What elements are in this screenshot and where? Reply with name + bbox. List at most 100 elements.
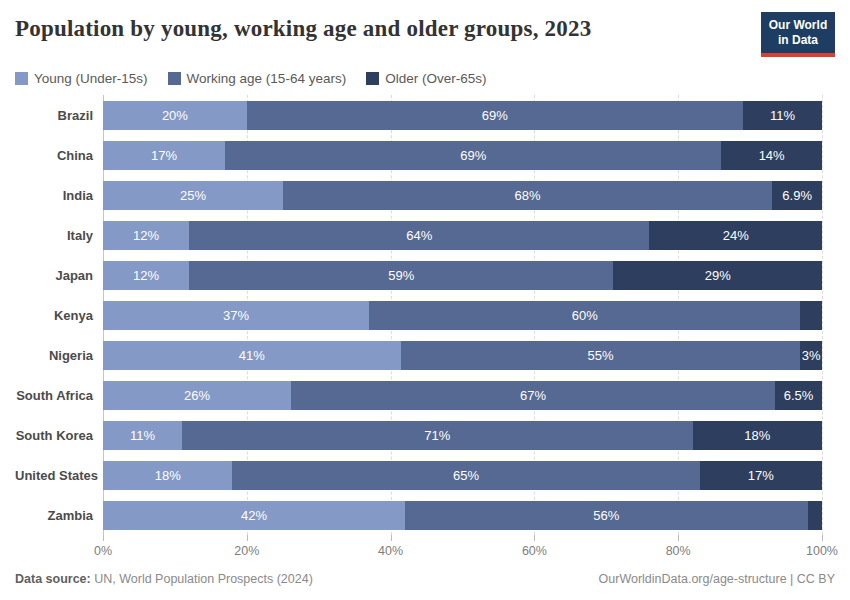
page-title: Population by young, working age and old… <box>15 16 591 42</box>
axis-tick <box>391 535 392 541</box>
segment-older[interactable]: 17% <box>700 461 822 490</box>
segment-young[interactable]: 37% <box>103 301 369 330</box>
segment-value-label: 18% <box>155 468 181 483</box>
legend-swatch-young <box>15 72 28 85</box>
chart-row: South Korea 11% 71% 18% <box>15 415 835 455</box>
segment-value-label: 37% <box>223 308 249 323</box>
axis-tick-label: 100% <box>806 544 838 558</box>
segment-young[interactable]: 12% <box>103 261 189 290</box>
segment-value-label: 12% <box>133 268 159 283</box>
segment-working[interactable]: 68% <box>283 181 772 210</box>
segment-value-label: 59% <box>388 268 414 283</box>
stacked-bar[interactable]: 26%67%6.5% <box>103 381 822 410</box>
segment-older[interactable]: 18% <box>693 421 822 450</box>
row-label: South Korea <box>15 428 103 443</box>
segment-older[interactable] <box>800 301 822 330</box>
legend-item-working[interactable]: Working age (15-64 years) <box>168 71 347 86</box>
segment-value-label: 6.9% <box>782 188 812 203</box>
segment-value-label: 11% <box>770 108 795 123</box>
axis-tick <box>103 535 104 541</box>
stacked-bar[interactable]: 37% 60% <box>103 301 822 330</box>
data-source-text: UN, World Population Prospects (2024) <box>91 572 313 586</box>
segment-working[interactable]: 69% <box>247 101 743 130</box>
legend: Young (Under-15s) Working age (15-64 yea… <box>15 71 835 86</box>
segment-young[interactable]: 17% <box>103 141 225 170</box>
chart-row: India25%68%6.9% <box>15 175 835 215</box>
segment-value-label: 69% <box>482 108 508 123</box>
stacked-bar[interactable]: 42% 56% <box>103 501 822 530</box>
segment-young[interactable]: 25% <box>103 181 283 210</box>
segment-young[interactable]: 11% <box>103 421 182 450</box>
row-label: Brazil <box>15 108 103 123</box>
row-label: Kenya <box>15 308 103 323</box>
data-source-note: Data source: UN, World Population Prospe… <box>15 572 313 586</box>
segment-young[interactable]: 20% <box>103 101 247 130</box>
legend-item-older[interactable]: Older (Over-65s) <box>366 71 486 86</box>
legend-item-young[interactable]: Young (Under-15s) <box>15 71 148 86</box>
chart-row: Italy12%64%24% <box>15 215 835 255</box>
segment-value-label: 25% <box>180 188 206 203</box>
segment-older[interactable]: 29% <box>613 261 822 290</box>
chart-row: China 17% 69% 14% <box>15 135 835 175</box>
segment-value-label: 29% <box>705 268 731 283</box>
chart-row: Brazil 20% 69% 11% <box>15 95 835 135</box>
segment-older[interactable]: 24% <box>649 221 822 250</box>
segment-young[interactable]: 12% <box>103 221 189 250</box>
legend-swatch-older <box>366 72 379 85</box>
segment-value-label: 3% <box>802 348 821 363</box>
segment-older[interactable]: 11% <box>743 101 822 130</box>
credit-link[interactable]: OurWorldinData.org/age-structure | CC BY <box>599 572 835 586</box>
header: Population by young, working age and old… <box>15 0 835 57</box>
segment-working[interactable]: 71% <box>182 421 692 450</box>
segment-young[interactable]: 42% <box>103 501 405 530</box>
segment-value-label: 56% <box>593 508 619 523</box>
segment-older[interactable]: 3% <box>800 341 822 370</box>
chart-page: Population by young, working age and old… <box>0 0 850 600</box>
axis-tick <box>247 535 248 541</box>
stacked-bar[interactable]: 12% 59% 29% <box>103 261 822 290</box>
segment-value-label: 12% <box>133 228 159 243</box>
legend-label-young: Young (Under-15s) <box>34 71 148 86</box>
segment-working[interactable]: 65% <box>232 461 699 490</box>
axis-tick <box>678 535 679 541</box>
segment-value-label: 71% <box>424 428 450 443</box>
chart-row: Kenya 37% 60% <box>15 295 835 335</box>
segment-value-label: 17% <box>748 468 774 483</box>
stacked-bar[interactable]: 12% 64%24% <box>103 221 822 250</box>
legend-label-working: Working age (15-64 years) <box>187 71 347 86</box>
chart-row: South Africa26%67%6.5% <box>15 375 835 415</box>
row-label: Japan <box>15 268 103 283</box>
segment-older[interactable]: 6.9% <box>772 181 822 210</box>
segment-older[interactable]: 6.5% <box>775 381 822 410</box>
segment-value-label: 11% <box>130 428 155 443</box>
segment-working[interactable]: 67% <box>291 381 775 410</box>
segment-young[interactable]: 26% <box>103 381 291 410</box>
segment-value-label: 20% <box>162 108 188 123</box>
stacked-bar[interactable]: 25% 68% 6.9% <box>103 181 822 210</box>
owid-logo-line1: Our World <box>765 18 831 33</box>
stacked-bar[interactable]: 20% 69% 11% <box>103 101 822 130</box>
chart-row: Nigeria41%55%3% <box>15 335 835 375</box>
row-label: China <box>15 148 103 163</box>
segment-young[interactable]: 18% <box>103 461 232 490</box>
segment-value-label: 60% <box>572 308 598 323</box>
stacked-bar[interactable]: 17% 69% 14% <box>103 141 822 170</box>
segment-working[interactable]: 64% <box>189 221 649 250</box>
stacked-bar[interactable]: 41%55%3% <box>103 341 822 370</box>
segment-working[interactable]: 56% <box>405 501 808 530</box>
stacked-bar[interactable]: 11% 71% 18% <box>103 421 822 450</box>
segment-young[interactable]: 41% <box>103 341 401 370</box>
segment-working[interactable]: 69% <box>225 141 721 170</box>
row-label: South Africa <box>15 388 103 403</box>
segment-older[interactable] <box>808 501 822 530</box>
segment-working[interactable]: 60% <box>369 301 800 330</box>
data-source-label: Data source: <box>15 572 91 586</box>
segment-working[interactable]: 55% <box>401 341 800 370</box>
segment-value-label: 65% <box>453 468 479 483</box>
owid-logo[interactable]: Our World in Data <box>761 12 835 57</box>
segment-value-label: 17% <box>151 148 177 163</box>
stacked-bar[interactable]: 18% 65% 17% <box>103 461 822 490</box>
segment-working[interactable]: 59% <box>189 261 613 290</box>
segment-value-label: 69% <box>460 148 486 163</box>
segment-older[interactable]: 14% <box>721 141 822 170</box>
